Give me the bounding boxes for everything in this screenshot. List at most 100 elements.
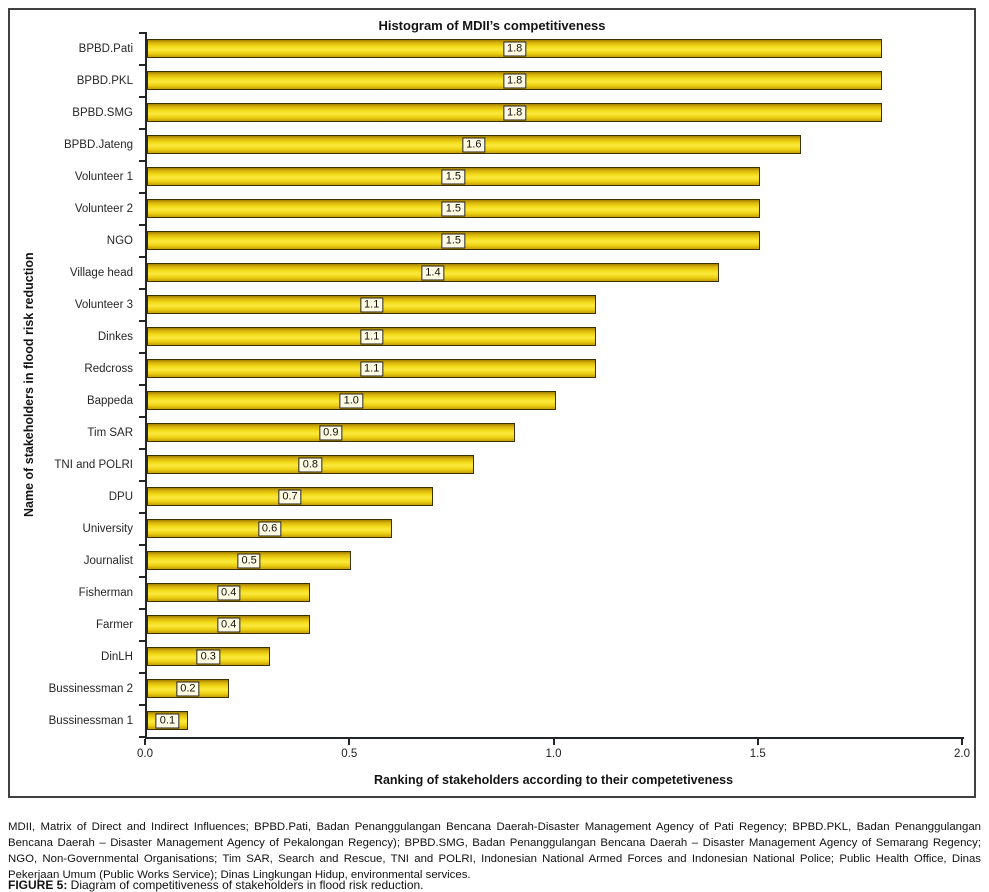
bar-value-label: 1.6	[462, 137, 486, 152]
bar-value-label: 0.6	[257, 521, 282, 536]
category-label: DinLH	[101, 651, 133, 663]
figure-caption-label: FIGURE 5:	[8, 878, 68, 892]
x-tick-label: 2.0	[954, 748, 970, 760]
chart-row: Village head 1.4	[70, 257, 964, 289]
bar-value-label: 0.8	[298, 457, 323, 472]
x-tick-label: 1.0	[545, 748, 562, 760]
bar: 1.1	[147, 295, 597, 314]
bar-value-label: 1.1	[360, 361, 384, 376]
bar: 1.1	[147, 327, 597, 346]
y-axis-tick	[139, 96, 147, 98]
category-label: BPBD.PKL	[76, 75, 133, 87]
chart-row: BPBD.SMG 1.8	[72, 97, 964, 129]
bar-value-label: 1.4	[421, 265, 445, 280]
category-label: Bussinessman 2	[48, 683, 133, 695]
category-label: DPU	[108, 491, 133, 503]
chart-row: Bussinessman 1 0.1	[49, 705, 964, 737]
bar: 1.0	[147, 391, 556, 410]
category-label: Dinkes	[97, 331, 133, 343]
y-axis-label: Name of stakeholders in flood risk reduc…	[22, 252, 36, 518]
bar: 1.5	[147, 167, 760, 186]
bar-value-label: 1.1	[360, 297, 384, 312]
chart-row: NGO 1.5	[107, 225, 964, 257]
figure-caption-text: Diagram of competitiveness of stakeholde…	[67, 878, 424, 892]
x-axis-label: Ranking of stakeholders according to the…	[373, 773, 734, 787]
y-axis-tick	[139, 736, 147, 738]
y-axis-tick	[139, 288, 147, 290]
bar-value-label: 1.8	[502, 73, 527, 88]
chart-row: BPBD.Jateng 1.6	[64, 129, 964, 161]
y-axis-tick	[139, 704, 147, 706]
category-label: Volunteer 1	[74, 171, 133, 183]
bar-value-label: 0.1	[155, 713, 180, 728]
y-axis-tick	[139, 512, 147, 514]
category-label: Volunteer 2	[74, 203, 133, 215]
bar: 0.1	[147, 711, 188, 730]
y-axis-tick	[139, 192, 147, 194]
y-axis-tick	[139, 640, 147, 642]
chart-row: University 0.6	[83, 513, 964, 545]
bar: 1.5	[147, 231, 760, 250]
bar: 0.8	[147, 455, 474, 474]
y-axis-tick	[139, 32, 147, 34]
bar: 0.3	[147, 647, 270, 666]
x-axis-tick	[961, 739, 963, 745]
bar-value-label: 1.5	[441, 233, 466, 248]
category-label: BPBD.SMG	[72, 107, 133, 119]
chart-row: Journalist 0.5	[84, 545, 964, 577]
x-tick-label: 1.5	[749, 748, 766, 760]
y-axis-tick	[139, 672, 147, 674]
category-label: Village head	[69, 267, 133, 279]
chart-row: Volunteer 3 1.1	[75, 289, 964, 321]
bar-value-label: 0.7	[278, 489, 302, 504]
category-label: Tim SAR	[87, 427, 133, 439]
x-axis-tick	[756, 739, 759, 745]
bar-value-label: 0.3	[196, 649, 220, 664]
bar-value-label: 0.2	[176, 681, 200, 696]
category-label: Journalist	[83, 555, 133, 567]
chart-row: Bappeda 1.0	[87, 385, 964, 417]
bar: 0.4	[147, 583, 311, 602]
category-label: NGO	[106, 235, 133, 247]
bar-value-label: 0.4	[217, 617, 241, 632]
category-label: Bussinessman 1	[48, 715, 133, 727]
bar: 0.4	[147, 615, 311, 634]
bar: 1.1	[147, 359, 597, 378]
bar: 0.2	[147, 679, 229, 698]
bar-value-label: 1.1	[360, 329, 384, 344]
bar: 0.6	[147, 519, 393, 538]
x-axis-tick	[144, 739, 146, 745]
bar-value-label: 1.8	[502, 105, 527, 120]
figure-caption: FIGURE 5: Diagram of competitiveness of …	[8, 878, 981, 892]
bar-value-label: 1.5	[441, 201, 466, 216]
y-axis-tick	[139, 576, 147, 578]
bar: 1.8	[147, 103, 883, 122]
bar-value-label: 0.9	[319, 425, 343, 440]
category-label: TNI and POLRI	[54, 459, 133, 471]
y-axis-tick	[139, 384, 147, 386]
chart-row: Volunteer 2 1.5	[75, 193, 964, 225]
category-label: BPBD.Jateng	[63, 139, 133, 151]
chart-row: Fisherman 0.4	[79, 577, 964, 609]
bar: 1.8	[147, 71, 883, 90]
bar-value-label: 0.4	[217, 585, 241, 600]
y-axis-tick	[139, 320, 147, 322]
category-label: University	[82, 523, 133, 535]
bar: 1.4	[147, 263, 719, 282]
bar-value-label: 1.5	[441, 169, 466, 184]
bar: 1.6	[147, 135, 801, 154]
bar-value-label: 1.8	[502, 41, 527, 56]
x-axis-tick	[348, 739, 351, 745]
figure-frame: Histogram of MDII’s competitiveness Name…	[8, 8, 976, 798]
y-axis-tick	[139, 160, 147, 162]
y-axis-tick	[139, 224, 147, 226]
chart-row: Tim SAR 0.9	[87, 417, 964, 449]
y-axis-tick	[139, 128, 147, 130]
plot-area: BPBD.Pati 1.8 BPBD.PKL 1.8 BPBD.SMG 1.8 BPBD.J…	[49, 32, 964, 739]
y-axis-tick	[139, 64, 147, 66]
chart-row: TNI and POLRI 0.8	[54, 449, 964, 481]
chart-row: Dinkes 1.1	[98, 321, 964, 353]
x-tick-label: 0.0	[137, 748, 153, 760]
bar: 0.7	[147, 487, 433, 506]
